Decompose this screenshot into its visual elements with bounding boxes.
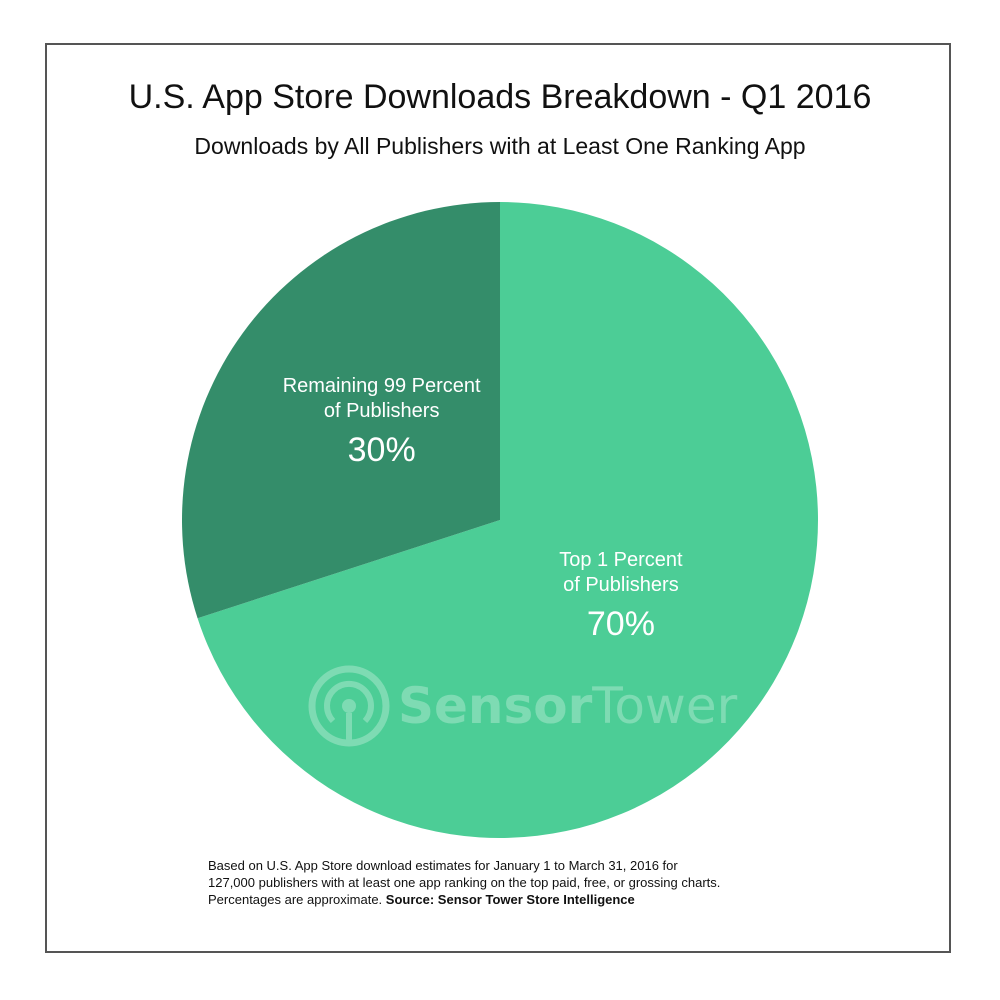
chart-subtitle: Downloads by All Publishers with at Leas… [194, 133, 806, 159]
pie-slice-1 [197, 202, 818, 838]
slice-label-line2-1: of Publishers [563, 574, 679, 596]
footnote-line-2: 127,000 publishers with at least one app… [208, 875, 721, 890]
chart-title: U.S. App Store Downloads Breakdown - Q1 … [128, 78, 872, 116]
slice-label-line1-2: Remaining 99 Percent [283, 375, 481, 397]
footnote-line-1: Based on U.S. App Store download estimat… [208, 858, 678, 873]
slice-labels: Top 1 Percent of Publishers 70% Remaining 9… [283, 375, 683, 643]
sensor-tower-watermark: SensorTower [308, 665, 738, 747]
slice-label-line2-2: of Publishers [324, 400, 440, 422]
pie-slice-2 [181, 201, 501, 619]
pie-slices [181, 201, 818, 838]
footnote: Based on U.S. App Store download estimat… [208, 857, 848, 908]
footnote-line-3-text: Percentages are approximate. [208, 892, 383, 907]
slice-value-1: 70% [587, 605, 655, 643]
footnote-line-3: Percentages are approximate. Source: Sen… [208, 891, 848, 908]
slice-label-line1-1: Top 1 Percent [559, 549, 683, 571]
slice-value-2: 30% [348, 431, 416, 469]
broadcast-tower-icon [308, 665, 390, 747]
watermark-text-regular: Tower [591, 677, 737, 735]
footnote-source: Source: Sensor Tower Store Intelligence [385, 892, 635, 907]
watermark-text: SensorTower [398, 677, 738, 735]
watermark-text-bold: Sensor [398, 677, 593, 735]
